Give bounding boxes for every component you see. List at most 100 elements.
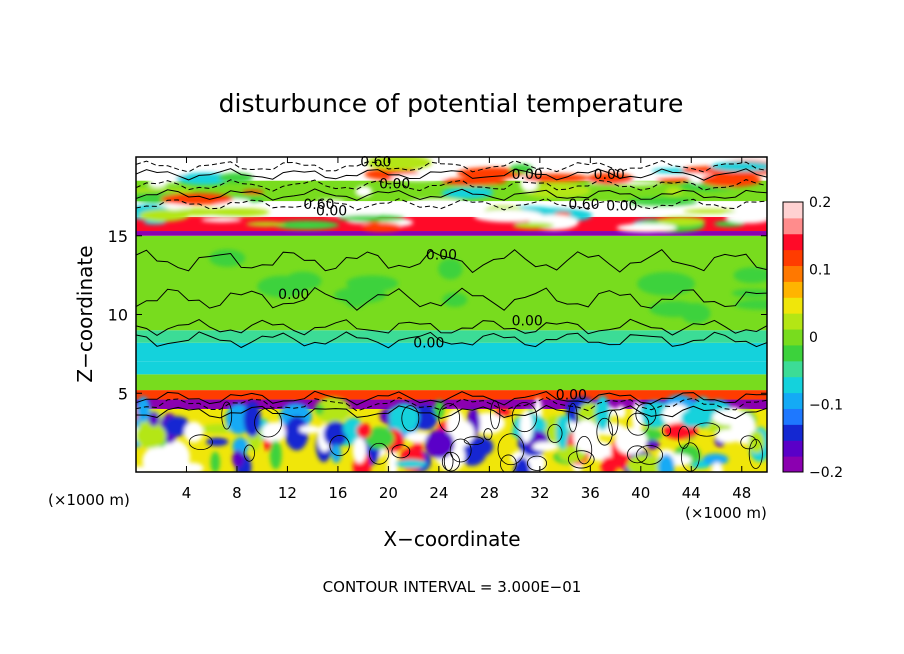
y-tick-label: 5 [118,384,128,403]
contour-line [136,404,767,420]
texture-blob [136,188,194,193]
chart-title: disturbunce of potential temperature [219,89,684,118]
texture-blob [206,437,229,447]
colorbar-swatch [783,376,803,394]
texture-blob [284,271,322,291]
contour-line [740,435,757,450]
contour-line [483,428,493,441]
contour-line [635,402,657,426]
y-tick-label: 10 [108,306,128,325]
x-unit-left: (×1000 m) [48,491,130,509]
contour-line [438,403,460,433]
texture-blob [390,173,446,182]
texture-blob [365,426,395,450]
colorbar-tick-label: −0.1 [809,398,843,414]
texture-blob [715,429,741,443]
x-tick-label: 8 [232,484,242,502]
texture-blob [366,157,432,171]
texture-blob [331,444,342,463]
texture-blob [633,412,643,428]
texture-blob [355,186,373,197]
contour-line [401,405,420,432]
contour-line [497,433,525,466]
texture-blob [616,223,677,233]
y-tick-label: 15 [108,227,128,246]
contour-line [136,188,767,201]
contour-line [693,422,721,437]
x-tick-label: 20 [379,484,398,502]
contour-line [136,249,767,274]
colorbar-swatch [783,217,803,235]
texture-blob [509,163,533,174]
contour-line [748,438,763,469]
colorbar-frame [782,201,804,473]
texture-blob [442,292,468,307]
texture-blob [519,410,533,443]
contour-line [221,401,233,430]
texture-blob [160,193,234,206]
colorbar-swatch [783,329,803,346]
colorbar-swatch [783,360,803,378]
contour-line [626,412,650,436]
y-axis: 5 10 15 [108,227,767,403]
contour-label: 0.00 [512,314,543,330]
texture-blob [323,421,348,448]
texture-blob [681,302,711,324]
texture-blob [412,404,438,431]
contour-line [136,396,767,412]
contour-layer [136,160,767,472]
texture-blob [615,427,648,455]
contour-line [627,445,648,464]
texture-blob [148,411,160,427]
contour-line [254,407,283,438]
texture-blob [626,454,661,472]
x-tick-label: 40 [631,484,650,502]
texture-blob [683,209,736,214]
texture-blob [638,400,672,428]
colorbar-swatch [783,392,803,409]
plot-area [136,157,767,472]
texture-blob [700,173,762,187]
texture-blob [202,424,236,434]
x-tick-label: 48 [732,484,751,502]
texture-blob [440,177,507,186]
colorbar-swatch [783,249,803,267]
texture-blob [356,423,372,439]
texture-blob [405,431,432,443]
colorbar-tick-label: 0.1 [809,263,831,279]
contour-line [449,438,472,463]
texture-blob [389,403,420,432]
contour-label: 0.00 [556,388,587,404]
texture-blob [447,419,475,447]
x-tick-label: 16 [328,484,347,502]
texture-blob [203,207,270,217]
contour-line [547,423,563,443]
texture-blob [299,425,321,434]
contour-line [136,390,767,406]
colorbar-swatch [783,313,803,330]
texture-blob [532,441,559,452]
colorbar-swatch [783,233,803,251]
x-tick-label: 12 [278,484,297,502]
contour-line [136,318,767,336]
texture-blob [395,459,427,469]
contour-label: 0.00 [606,199,637,215]
texture-blob [725,211,767,224]
contour-line [243,444,255,462]
contour-line [136,160,767,173]
contour-line [596,417,613,446]
texture-blob [595,395,610,431]
texture-blob [734,299,767,310]
contour-label: 0.00 [413,336,444,352]
x-tick-label: 32 [530,484,549,502]
texture-blob [512,222,555,229]
x-tick-label: 36 [581,484,600,502]
band-8 [136,231,767,236]
texture-blob [232,450,244,468]
texture-blob [243,401,262,438]
contour-line [136,168,767,181]
texture-blob [627,197,698,206]
band-6 [136,330,767,343]
texture-blob [201,217,242,223]
x-unit-right: (×1000 m) [685,504,767,522]
